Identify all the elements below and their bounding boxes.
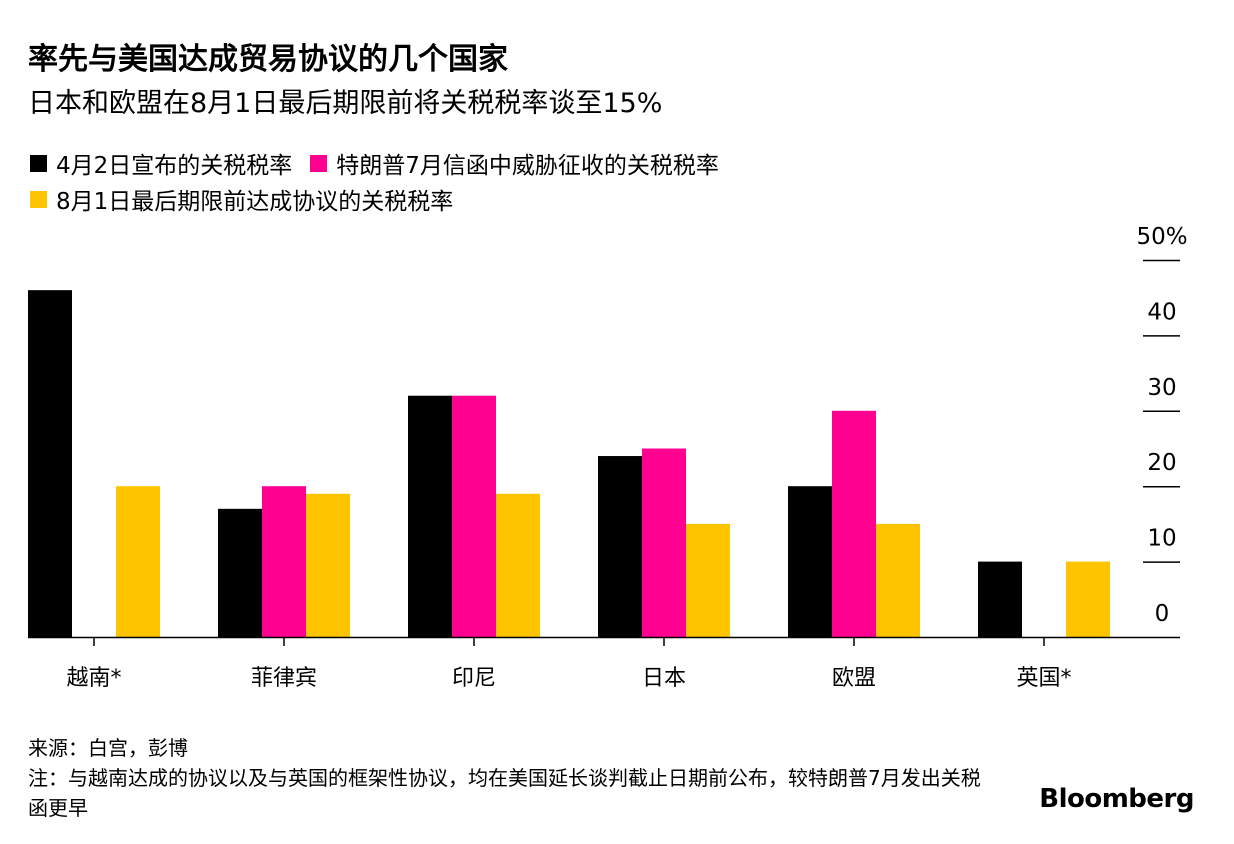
y-tick-label-3: 30	[1147, 375, 1176, 401]
x-tick-label-0: 越南*	[66, 666, 121, 691]
bar-4-series-1	[832, 410, 876, 637]
bar-4-series-2	[876, 523, 920, 637]
x-tick-label-3: 日本	[642, 666, 686, 691]
footnote: 注：与越南达成的协议以及与英国的框架性协议，均在美国延长谈判截止日期前公布，较特…	[28, 766, 981, 820]
legend-swatch-april	[30, 154, 47, 172]
source-note: 来源：白宫，彭博	[28, 736, 188, 760]
x-tick-label-2: 印尼	[452, 666, 496, 691]
legend-label-august-deal: 8月1日最后期限前达成协议的关税税率	[56, 189, 454, 215]
y-tick-label-0: 0	[1155, 601, 1170, 627]
y-tick-label-1: 10	[1147, 526, 1176, 552]
bloomberg-logo: Bloomberg	[1039, 784, 1194, 814]
bar-3-series-0	[598, 456, 642, 637]
chart-title: 率先与美国达成贸易协议的几个国家	[28, 42, 508, 77]
legend-label-july-letter: 特朗普7月信函中威胁征收的关税税率	[336, 153, 719, 179]
legend-item-july-letter: 特朗普7月信函中威胁征收的关税税率	[310, 146, 719, 180]
chart-subtitle: 日本和欧盟在8月1日最后期限前将关税税率谈至15%	[28, 88, 663, 119]
bar-4-series-0	[788, 486, 832, 637]
legend-swatch-july-letter	[310, 154, 328, 172]
x-tick-label-5: 英国*	[1016, 666, 1071, 691]
bar-1-series-1	[262, 486, 306, 637]
bar-2-series-0	[408, 395, 452, 637]
legend-item-april: 4月2日宣布的关税税率	[30, 146, 292, 180]
bar-0-series-0	[28, 290, 72, 637]
legend-label-april: 4月2日宣布的关税税率	[56, 153, 293, 179]
bar-1-series-0	[218, 508, 262, 637]
x-tick-label-1: 菲律宾	[251, 666, 317, 691]
legend-item-august-deal: 8月1日最后期限前达成协议的关税税率	[30, 182, 453, 216]
legend-swatch-august-deal	[30, 190, 47, 208]
bar-2-series-1	[452, 395, 496, 637]
bar-3-series-1	[642, 448, 686, 637]
bar-5-series-2	[1066, 561, 1110, 637]
y-tick-label-4: 40	[1147, 299, 1176, 325]
bar-2-series-2	[496, 493, 540, 637]
y-tick-label-5: 50%	[1136, 224, 1187, 250]
y-tick-label-2: 20	[1147, 450, 1176, 476]
bar-5-series-0	[978, 561, 1022, 637]
legend-row-2: 8月1日最后期限前达成协议的关税税率	[30, 182, 471, 216]
x-tick-label-4: 欧盟	[832, 666, 876, 691]
bar-0-series-2	[116, 486, 160, 637]
bar-3-series-2	[686, 523, 730, 637]
legend-row-1: 4月2日宣布的关税税率 特朗普7月信函中威胁征收的关税税率	[30, 146, 737, 180]
bar-1-series-2	[306, 493, 350, 637]
